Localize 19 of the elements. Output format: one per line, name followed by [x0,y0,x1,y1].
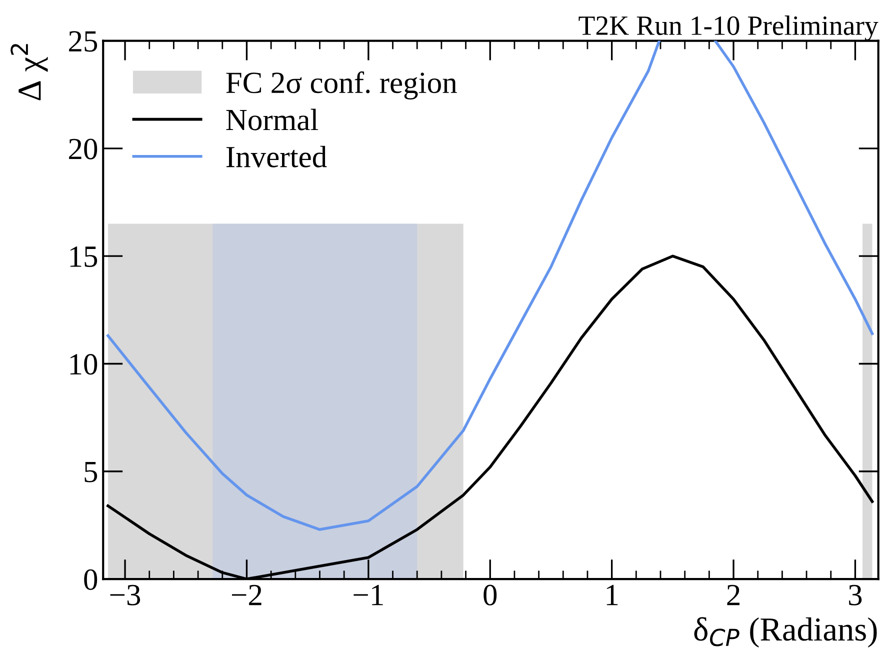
x-tick-label: −3 [110,584,140,606]
legend-label: FC 2σ conf. region [226,71,457,100]
chart-title: T2K Run 1-10 Preliminary [578,16,878,41]
y-tick-label: 10 [70,354,98,375]
y-tick-label: 20 [69,138,98,160]
x-axis-title: δ$_{CP}$ (Radians) [694,617,877,648]
y-tick-label: 5 [84,462,98,482]
x-tick-label: 1 [606,584,618,606]
y-tick-label: 15 [70,246,98,267]
x-tick-label: 0 [484,584,497,606]
y-axis-title: Δ χ$^{2}$ [10,44,48,100]
x-tick-label: 2 [727,584,740,606]
x-tick-label: −2 [232,584,262,606]
legend-label: Inverted [226,146,327,168]
y-tick-label: 25 [69,31,98,52]
x-tick-label: 3 [849,584,862,606]
legend-label: Normal [226,108,318,130]
x-tick-label: −1 [354,584,383,606]
y-tick-label: 0 [84,569,98,590]
